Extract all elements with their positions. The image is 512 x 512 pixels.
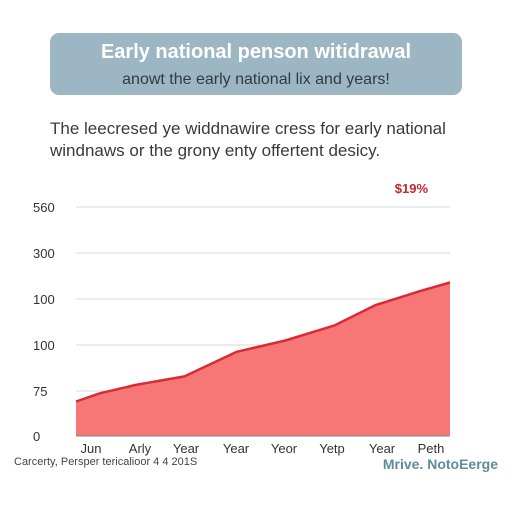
series-line — [75, 281, 451, 403]
source-note: Carcerty, Persper tericalioor 4 4 201S — [14, 456, 198, 468]
x-tick-label: Year — [173, 441, 200, 456]
y-tick-label: 75 — [33, 384, 47, 399]
value-annotation: $19% — [395, 181, 429, 196]
x-tick-label: Year — [223, 441, 250, 456]
x-tick-label: Yetp — [319, 441, 345, 456]
title-banner: Early national penson witidrawal anowt t… — [50, 33, 462, 95]
x-tick-label: Yeor — [271, 441, 298, 456]
area-series — [76, 282, 450, 436]
y-tick-label: 100 — [33, 338, 55, 353]
chart-subtitle: anowt the early national lix and years! — [122, 71, 390, 88]
x-tick-label: Peth — [418, 441, 445, 456]
description-line-1: The leecresed ye widdnawire cress for ea… — [50, 119, 446, 138]
description-line-2: windnaws or the grony enty offertent des… — [50, 141, 381, 160]
brand-logo: Mrive. NotoEerge — [382, 456, 498, 472]
y-tick-label: 300 — [33, 246, 55, 261]
x-tick-label: Jun — [81, 441, 102, 456]
y-tick-label: 0 — [33, 429, 40, 444]
y-tick-label: 560 — [33, 200, 55, 215]
x-tick-label: Year — [369, 441, 396, 456]
x-tick-label: Arly — [129, 441, 152, 456]
chart-title: Early national penson witidrawal — [100, 41, 412, 63]
description: The leecresed ye widdnawire cress for ea… — [50, 118, 470, 162]
y-tick-label: 100 — [33, 292, 55, 307]
